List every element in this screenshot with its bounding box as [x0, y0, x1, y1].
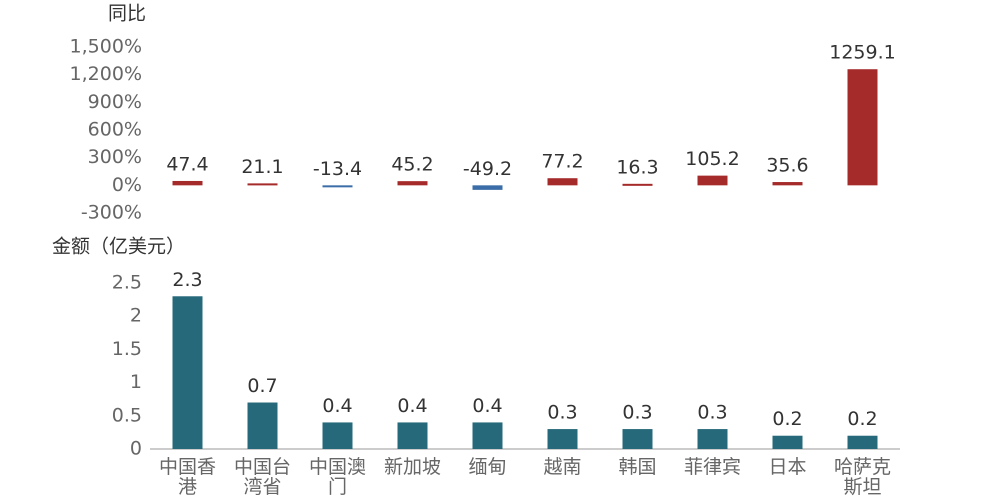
bar — [547, 178, 578, 186]
data-label: 47.4 — [166, 153, 208, 175]
x-tick-label: 新加坡 — [384, 456, 441, 478]
y-tick-label: 0% — [112, 174, 142, 196]
x-tick-label: 韩国 — [618, 456, 656, 478]
y-tick-label: 2 — [130, 305, 142, 327]
bar — [472, 185, 503, 190]
x-tick-label: 中国澳门 — [309, 456, 366, 498]
x-tick-label: 中国香港 — [159, 456, 216, 498]
y-tick-label: 1,200% — [70, 63, 142, 85]
bar — [622, 429, 653, 449]
bar — [322, 185, 353, 188]
bar — [847, 69, 878, 186]
bar — [472, 422, 503, 449]
data-label: 77.2 — [541, 151, 583, 173]
bar — [772, 435, 803, 449]
y-tick-label: 900% — [88, 91, 142, 113]
x-tick-label: 哈萨克斯坦 — [834, 456, 891, 498]
bar — [397, 181, 428, 186]
data-label: 0.4 — [397, 395, 427, 417]
y-tick-label: 0.5 — [112, 404, 142, 426]
data-label: 105.2 — [685, 148, 739, 170]
y-tick-label: -300% — [81, 202, 142, 224]
data-label: -49.2 — [463, 158, 512, 180]
bar — [322, 422, 353, 449]
data-label: 0.3 — [697, 402, 727, 424]
y-tick-label: 2.5 — [112, 272, 142, 294]
data-label: 0.2 — [847, 408, 877, 430]
data-label: 0.3 — [622, 402, 652, 424]
data-label: 0.2 — [772, 408, 802, 430]
bar — [172, 180, 203, 186]
bar — [772, 182, 803, 186]
y-tick-label: 1 — [130, 371, 142, 393]
y-tick-label: 1,500% — [70, 36, 142, 58]
bar — [697, 175, 728, 186]
y-axis-title: 金额（亿美元） — [52, 236, 185, 258]
data-label: 0.3 — [547, 402, 577, 424]
bar — [547, 429, 578, 449]
data-label: 45.2 — [391, 154, 433, 176]
y-tick-label: 600% — [88, 119, 142, 141]
bar — [622, 183, 653, 186]
bar — [172, 296, 203, 449]
data-label: 21.1 — [241, 156, 283, 178]
x-tick-label: 菲律宾 — [684, 456, 741, 478]
data-label: 16.3 — [616, 156, 658, 178]
bar — [397, 422, 428, 449]
y-tick-label: 300% — [88, 146, 142, 168]
data-label: -13.4 — [313, 158, 362, 180]
data-label: 0.4 — [322, 395, 352, 417]
x-tick-label: 日本 — [768, 456, 806, 478]
bar — [247, 402, 278, 449]
data-label: 0.4 — [472, 395, 502, 417]
x-tick-label: 中国台湾省 — [234, 456, 291, 498]
y-axis-title: 同比 — [108, 3, 146, 25]
bar — [847, 435, 878, 449]
data-label: 2.3 — [172, 269, 202, 291]
y-tick-label: 0 — [130, 438, 142, 460]
y-tick-label: 1.5 — [112, 338, 142, 360]
data-label: 1259.1 — [829, 42, 895, 64]
data-label: 35.6 — [766, 155, 808, 177]
data-label: 0.7 — [247, 375, 277, 397]
bar — [697, 429, 728, 449]
x-tick-label: 缅甸 — [468, 456, 506, 478]
x-tick-label: 越南 — [543, 456, 581, 478]
bar — [247, 183, 278, 186]
